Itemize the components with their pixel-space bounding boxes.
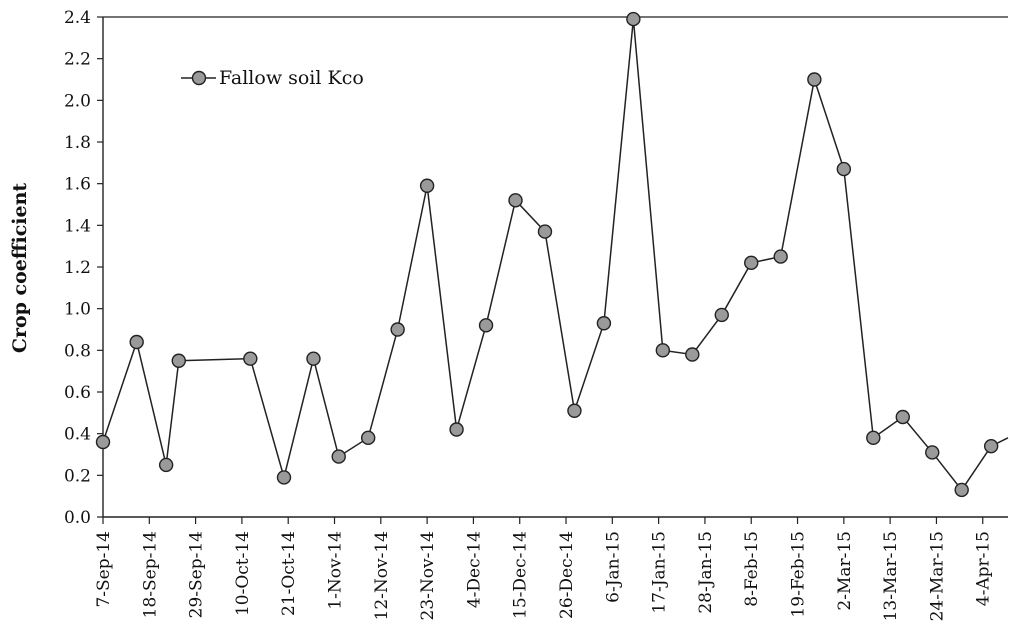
y-tick-label: 2.4 <box>64 8 91 28</box>
data-point <box>626 11 641 27</box>
data-point <box>331 449 346 464</box>
legend-label: Fallow soil Kco <box>219 67 364 89</box>
y-axis-title: Crop coefficient <box>9 183 31 354</box>
y-tick-label: 2.0 <box>64 91 91 111</box>
y-tick-label: 0.0 <box>64 508 91 528</box>
data-point <box>171 353 186 368</box>
data-point <box>306 351 321 366</box>
y-tick-label: 1.0 <box>64 300 91 320</box>
data-point <box>807 72 822 87</box>
data-point <box>390 322 405 337</box>
x-tick-label: 13-Mar-15 <box>881 531 901 621</box>
data-point <box>773 249 788 264</box>
data-point <box>537 224 553 239</box>
data-point <box>478 318 494 333</box>
y-tick-label: 0.2 <box>64 466 91 486</box>
x-tick-label: 2-Mar-15 <box>835 531 855 611</box>
x-tick-label: 1-Nov-14 <box>326 531 346 610</box>
data-point <box>129 334 144 350</box>
y-tick-label: 1.2 <box>64 258 91 278</box>
x-tick-label: 19-Feb-15 <box>789 531 809 618</box>
data-point <box>508 193 523 208</box>
x-tick-label: 7-Sep-14 <box>94 531 114 608</box>
data-point <box>866 430 881 446</box>
x-tick-label: 4-Dec-14 <box>464 531 484 608</box>
data-point <box>360 430 376 446</box>
x-tick-label: 8-Feb-15 <box>742 531 762 607</box>
data-point <box>836 161 852 177</box>
x-tick-label: 23-Nov-14 <box>418 531 438 620</box>
data-point <box>685 347 700 362</box>
legend-marker <box>191 70 207 86</box>
data-point <box>895 409 910 425</box>
x-tick-label: 26-Dec-14 <box>557 531 577 619</box>
x-tick-label: 10-Oct-14 <box>233 531 253 616</box>
x-tick-label: 12-Nov-14 <box>372 531 392 620</box>
data-point <box>449 422 464 437</box>
data-point <box>714 307 729 323</box>
y-tick-label: 1.4 <box>64 216 91 236</box>
data-point <box>567 403 582 418</box>
x-tick-label: 15-Dec-14 <box>511 531 531 619</box>
x-tick-label: 17-Jan-15 <box>650 531 670 614</box>
x-tick-label: 21-Oct-14 <box>279 531 299 616</box>
x-tick-label: 29-Sep-14 <box>187 531 207 618</box>
y-tick-label: 1.6 <box>64 175 91 195</box>
x-tick-label: 6-Jan-15 <box>603 531 623 603</box>
data-point <box>419 178 435 193</box>
y-tick-label: 0.6 <box>64 383 91 403</box>
data-point <box>276 470 292 485</box>
y-tick-label: 2.2 <box>64 50 91 70</box>
x-tick-label: 24-Mar-15 <box>927 531 947 621</box>
y-axis: 0.0 0.2 0.4 0.6 0.8 1.0 1.2 1.4 1.6 1.8 2.0 2.2 2.4 <box>64 8 103 528</box>
y-tick-label: 0.4 <box>64 425 91 445</box>
legend: Fallow soil Kco <box>181 67 364 89</box>
data-point <box>744 255 759 271</box>
y-tick-label: 0.8 <box>64 341 91 361</box>
data-point <box>95 434 111 450</box>
data-point <box>596 316 612 331</box>
x-axis: 7-Sep-14 18-Sep-14 29-Sep-14 10-Oct-14 21-Oc… <box>94 517 994 621</box>
data-point <box>655 343 671 358</box>
x-tick-label: 18-Sep-14 <box>140 531 160 618</box>
data-point <box>983 438 999 454</box>
y-tick-label: 1.8 <box>64 133 91 153</box>
data-point <box>158 457 174 473</box>
data-point <box>243 351 258 366</box>
series-line <box>102 19 1009 492</box>
data-point <box>925 445 940 460</box>
x-tick-label: 4-Apr-15 <box>974 531 994 606</box>
x-tick-label: 28-Jan-15 <box>696 531 716 614</box>
series-layer <box>95 11 1009 498</box>
data-point <box>954 482 969 498</box>
